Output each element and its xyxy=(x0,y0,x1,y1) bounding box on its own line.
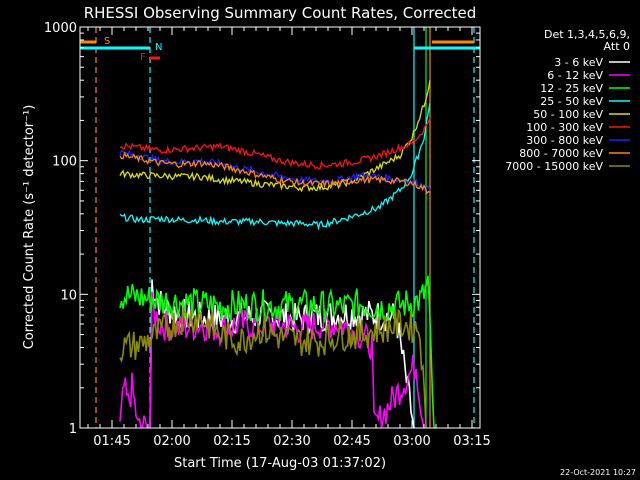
x-tick-label-6: 03:15 xyxy=(453,434,490,449)
series-line-2 xyxy=(119,275,435,428)
series-line-0 xyxy=(149,279,415,428)
legend-label-7: 800 - 7000 keV xyxy=(519,147,603,160)
plot-area: S NF xyxy=(80,27,480,428)
y-tick-label-2: 100 xyxy=(52,155,77,170)
x-tick-label-3: 02:30 xyxy=(273,434,310,449)
series-line-5 xyxy=(119,117,431,170)
plot-frame xyxy=(79,26,481,429)
marker-N: N xyxy=(155,42,162,53)
series-line-3 xyxy=(119,102,431,231)
legend-label-0: 3 - 6 keV xyxy=(554,56,603,69)
chart-title: RHESSI Observing Summary Count Rates, Co… xyxy=(84,4,477,22)
x-axis-label: Start Time (17-Aug-03 01:37:02) xyxy=(174,456,386,471)
footer-date: 22-Oct-2021 10:27 xyxy=(560,468,636,477)
x-tick-label-2: 02:15 xyxy=(213,434,250,449)
series-line-6 xyxy=(119,149,431,192)
axes: 1 10 100 1000 01:45 02:00 02:15 02:30 02:45 03:00… xyxy=(44,21,491,449)
x-tick-label-4: 02:45 xyxy=(333,434,370,449)
legend-label-4: 50 - 100 keV xyxy=(533,108,603,121)
series-line-8 xyxy=(119,306,427,428)
legend-label-6: 300 - 800 keV xyxy=(526,134,603,147)
legend-label-5: 100 - 300 keV xyxy=(526,121,603,134)
legend-label-1: 6 - 12 keV xyxy=(547,69,603,82)
marker-F: F xyxy=(140,52,146,63)
series-line-4 xyxy=(119,80,431,193)
legend-header-1: Att 0 xyxy=(604,40,630,53)
x-tick-label-0: 01:45 xyxy=(93,434,130,449)
y-tick-label-0: 1 xyxy=(69,422,77,437)
y-tick-label-3: 1000 xyxy=(44,21,77,36)
legend-label-3: 25 - 50 keV xyxy=(540,95,603,108)
y-tick-label-1: 10 xyxy=(60,288,77,303)
series-line-7 xyxy=(119,151,431,195)
x-tick-label-5: 03:00 xyxy=(393,434,430,449)
legend-label-2: 12 - 25 keV xyxy=(540,82,603,95)
x-tick-label-1: 02:00 xyxy=(153,434,190,449)
y-axis-label: Corrected Count Rate (s⁻¹ detector⁻¹) xyxy=(22,105,37,350)
legend-label-8: 7000 - 15000 keV xyxy=(505,160,603,173)
marker-S: S xyxy=(104,36,110,47)
legend-header-0: Det 1,3,4,5,6,9, xyxy=(544,28,630,41)
